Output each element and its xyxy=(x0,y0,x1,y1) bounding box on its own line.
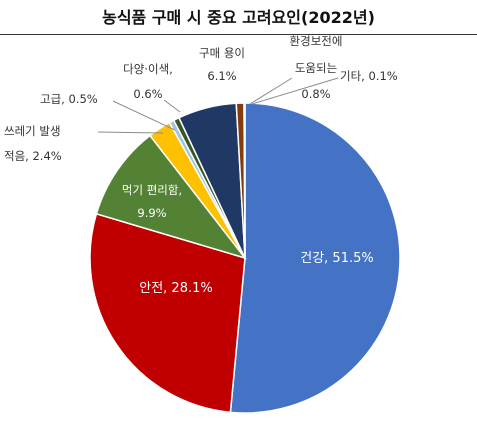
slice--leader-line xyxy=(163,99,181,113)
slice--leader-line xyxy=(97,131,164,134)
slice--leader-line xyxy=(249,77,293,105)
slice--data-label: 건강, 51.5% xyxy=(300,251,373,266)
chart-title: 농식품 구매 시 중요 고려요인(2022년) xyxy=(102,8,375,27)
title-divider xyxy=(0,34,477,35)
slice--slice xyxy=(243,102,246,259)
slice--slice xyxy=(95,134,248,260)
slice--leader-line xyxy=(112,100,176,131)
slice--slice xyxy=(89,212,246,414)
slice--data-label: 먹기 편리함, 9.9% xyxy=(122,183,182,220)
slice--slice xyxy=(229,102,401,414)
slice--data-label: 안전, 28.1% xyxy=(139,281,212,296)
slice--data-label: 환경보전에 도움되는 0.8% xyxy=(290,34,343,101)
slice--data-label: 구매 용이 6.1% xyxy=(199,46,245,83)
slice--data-label: 고급, 0.5% xyxy=(40,92,98,106)
slice--data-label: 기타, 0.1% xyxy=(340,69,398,83)
slice--data-label: 다양·이색, 0.6% xyxy=(123,62,173,101)
slice--leader-line xyxy=(251,77,339,105)
slice--data-label: 쓰레기 발생 적음, 2.4% xyxy=(4,124,62,163)
